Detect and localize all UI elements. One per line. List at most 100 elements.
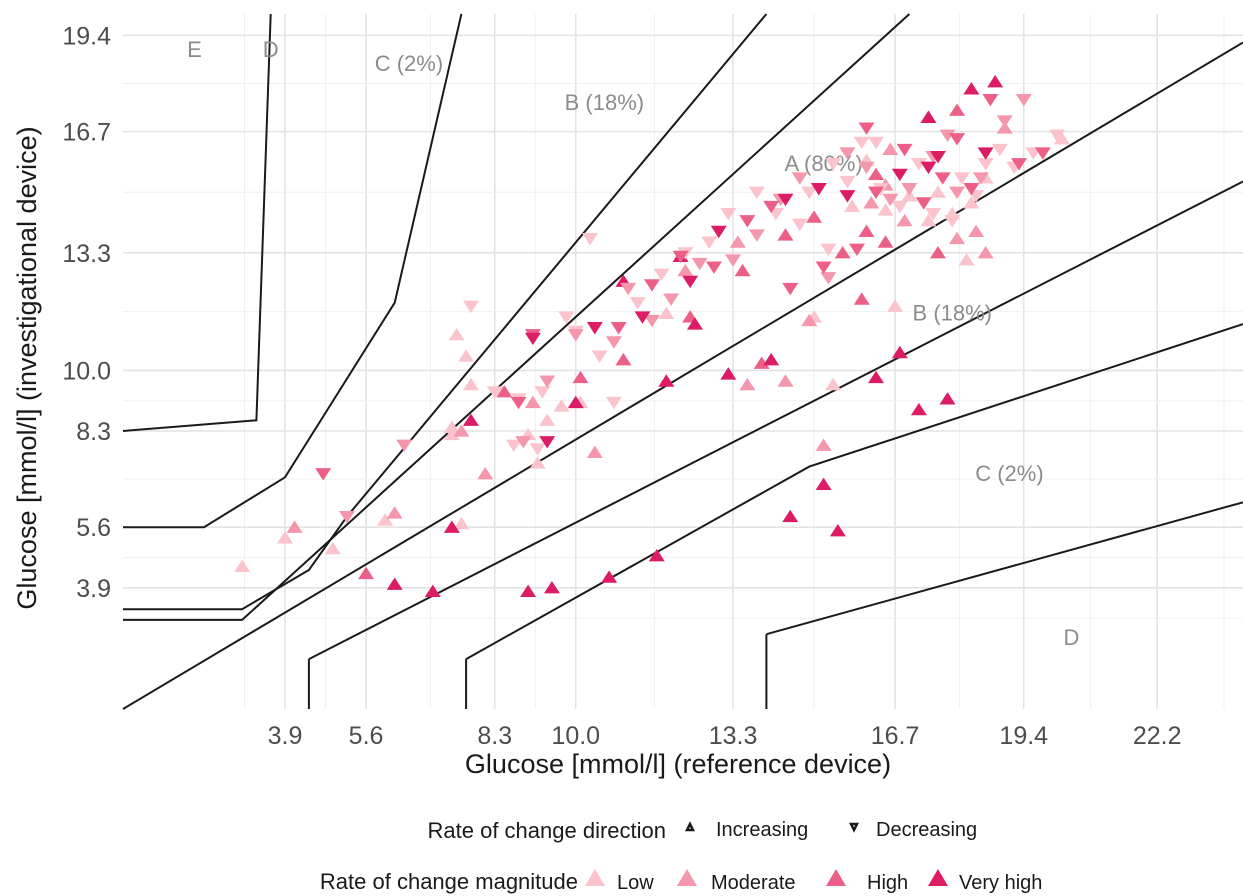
data-point-up <box>920 110 937 123</box>
zone-boundary-line <box>123 13 911 621</box>
zone-label: C (2%) <box>375 51 443 76</box>
data-point-up <box>801 313 818 327</box>
data-point-down <box>791 172 808 185</box>
x-tick-label: 8.3 <box>477 722 512 750</box>
x-tick-label: 13.3 <box>709 722 758 750</box>
legend-decreasing-label: Decreasing <box>876 819 977 841</box>
data-point-up <box>963 82 980 95</box>
data-point-up <box>386 577 403 590</box>
data-point-up <box>234 559 251 573</box>
data-point-down <box>710 225 727 239</box>
data-point-down <box>982 93 999 107</box>
data-point-up <box>539 413 556 426</box>
data-point-down <box>848 243 865 257</box>
gridlines <box>123 14 1243 709</box>
data-point-up <box>729 235 746 248</box>
data-point-down <box>868 136 885 150</box>
data-point-down <box>939 129 956 142</box>
data-point-down <box>810 183 827 196</box>
data-point-up <box>763 352 780 366</box>
data-point-down <box>663 293 680 306</box>
data-point-up <box>977 245 994 259</box>
legend-low-label: Low <box>617 872 654 894</box>
y-tick-label: 16.7 <box>62 119 111 147</box>
data-point-down <box>558 311 575 324</box>
data-point-down <box>882 193 899 207</box>
data-point-up <box>686 317 703 330</box>
legend: Rate of change direction Increasing Decr… <box>320 818 1042 894</box>
data-point-down <box>777 193 794 207</box>
data-point-up <box>968 224 985 238</box>
data-point-up <box>834 245 851 259</box>
data-point-down <box>839 175 856 189</box>
y-tick-label: 8.3 <box>76 418 111 446</box>
data-point-down <box>839 147 856 160</box>
x-tick-label: 10.0 <box>551 722 600 750</box>
data-point-down <box>915 197 932 210</box>
zone-label: C (2%) <box>975 461 1043 486</box>
data-point-up <box>868 167 885 180</box>
data-point-down <box>791 218 808 232</box>
x-tick-label: 19.4 <box>999 722 1048 750</box>
y-tick-label: 13.3 <box>62 240 111 268</box>
legend-moderate-icon <box>677 869 697 886</box>
data-point-down <box>1011 158 1027 171</box>
x-tick-label: 16.7 <box>871 722 920 750</box>
data-point-down <box>705 261 722 274</box>
data-point-up <box>963 196 980 209</box>
data-point-up <box>958 253 975 266</box>
data-point-down <box>891 168 908 182</box>
data-point-down <box>524 332 541 346</box>
zone-label: D <box>1063 625 1079 650</box>
legend-direction-title: Rate of change direction <box>428 818 667 843</box>
data-point-up <box>648 548 665 562</box>
data-point-up <box>601 570 618 583</box>
data-point-up <box>443 420 460 434</box>
data-point-up <box>458 349 475 362</box>
data-point-up <box>520 584 537 597</box>
data-point-up <box>753 356 770 369</box>
data-point-down <box>763 200 780 214</box>
zone-boundary-line <box>122 41 1243 710</box>
data-point-down <box>801 186 818 200</box>
legend-increasing-icon <box>684 821 696 832</box>
data-point-down <box>868 186 885 200</box>
data-point-up <box>858 224 875 238</box>
legend-magnitude-row: Rate of change magnitude Low Moderate Hi… <box>320 869 1042 894</box>
data-point-down <box>682 275 699 289</box>
data-point-up <box>853 292 870 305</box>
data-point-up <box>777 374 794 387</box>
data-point-down <box>644 314 661 328</box>
data-point-up <box>658 374 675 387</box>
data-point-up <box>949 231 966 245</box>
data-point-up <box>877 235 894 248</box>
data-point-down <box>605 336 622 349</box>
data-point-down <box>620 282 637 296</box>
legend-very-high-label: Very high <box>959 872 1042 894</box>
data-points <box>234 74 1070 597</box>
data-point-down <box>1049 129 1066 142</box>
data-point-up <box>939 392 956 405</box>
data-point-up <box>844 199 861 213</box>
data-point-up <box>806 210 823 223</box>
data-point-up <box>868 370 885 384</box>
data-point-down <box>586 322 603 335</box>
data-point-up <box>1053 131 1070 145</box>
data-point-down <box>582 232 599 246</box>
data-point-down <box>653 268 670 281</box>
data-point-down <box>539 375 556 388</box>
data-point-up <box>286 520 303 533</box>
data-point-down <box>315 468 332 481</box>
legend-very-high-icon <box>928 869 948 886</box>
data-point-up <box>443 520 460 533</box>
data-point-down <box>925 207 942 221</box>
data-point-down <box>748 229 765 242</box>
x-tick-label: 22.2 <box>1133 722 1182 750</box>
zone-boundary-lines <box>122 13 1243 710</box>
data-point-down <box>972 172 989 185</box>
data-point-down <box>605 396 622 410</box>
zone-boundary-line <box>465 323 1243 660</box>
data-point-down <box>963 183 980 196</box>
data-point-up <box>572 370 589 384</box>
